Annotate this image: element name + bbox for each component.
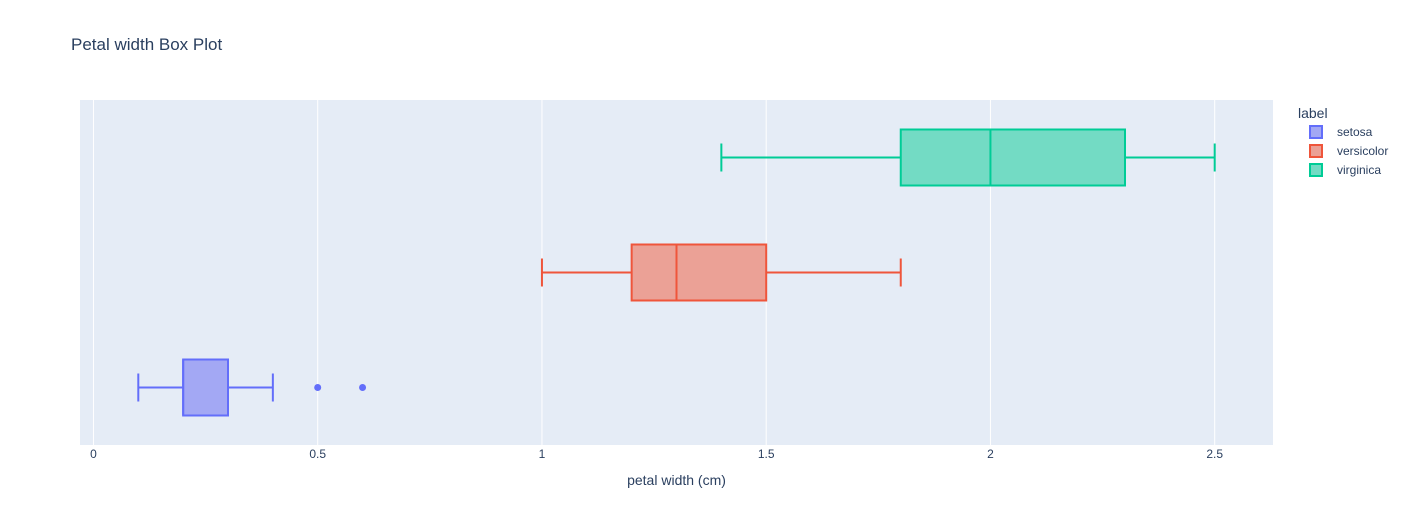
box-versicolor: [540, 243, 902, 302]
iqr-box: [899, 128, 1126, 187]
x-axis-ticks: 0 0.5 1 1.5 2 2.5: [90, 447, 1223, 461]
boxes: [137, 128, 1216, 417]
legend-item-virginica[interactable]: virginica: [1309, 163, 1381, 177]
legend-label: versicolor: [1337, 144, 1388, 158]
iqr-box: [630, 243, 768, 302]
x-tick-label: 2: [987, 447, 994, 461]
legend-swatch: [1309, 163, 1323, 177]
x-tick-label: 0: [90, 447, 97, 461]
legend-title: label: [1298, 105, 1328, 121]
legend-swatch: [1309, 144, 1323, 158]
outlier-point: [359, 384, 367, 391]
legend-label: virginica: [1337, 163, 1381, 177]
legend-item-setosa[interactable]: setosa: [1309, 125, 1373, 139]
outlier-point: [314, 384, 322, 391]
legend-label: setosa: [1337, 125, 1373, 139]
x-tick-label: 1.5: [758, 447, 775, 461]
x-tick-label: 0.5: [309, 447, 326, 461]
legend[interactable]: label setosa versicolor virginica: [1298, 105, 1388, 177]
iqr-box: [182, 358, 230, 417]
legend-item-versicolor[interactable]: versicolor: [1309, 144, 1388, 158]
chart-title: Petal width Box Plot: [71, 35, 222, 54]
legend-swatch: [1309, 125, 1323, 139]
x-tick-label: 2.5: [1206, 447, 1223, 461]
box-virginica: [720, 128, 1216, 187]
x-axis-title: petal width (cm): [627, 472, 726, 488]
box-setosa: [137, 358, 367, 417]
x-tick-label: 1: [539, 447, 546, 461]
